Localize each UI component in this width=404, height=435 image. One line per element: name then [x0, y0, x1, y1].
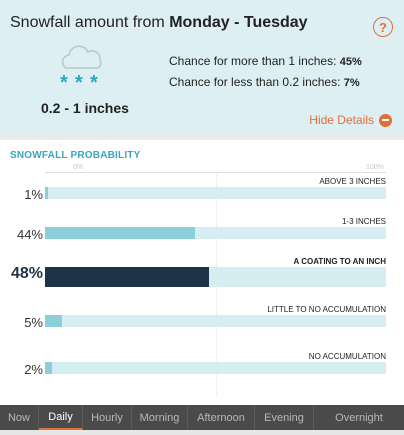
axis-line — [45, 172, 386, 173]
help-button[interactable]: ? — [373, 17, 393, 37]
chance-less-value: 7% — [343, 77, 360, 89]
summary-panel: Snowfall amount from Monday - Tuesday ? … — [0, 0, 404, 134]
hide-details-label: Hide Details — [309, 113, 374, 127]
bar-track — [45, 187, 386, 199]
page-title: Snowfall amount from Monday - Tuesday — [10, 14, 308, 32]
title-bold: Monday - Tuesday — [169, 14, 308, 31]
snowfall-range: 0.2 - 1 inches — [41, 100, 129, 116]
tab-now[interactable]: Now — [0, 405, 39, 430]
probability-row-highlight: A COATING TO AN INCH 48% — [0, 257, 404, 301]
bar-track — [45, 315, 386, 327]
bar-track — [45, 362, 386, 374]
probability-panel: SNOWFALL PROBABILITY 0% 100% ABOVE 3 INC… — [0, 140, 404, 405]
tab-hourly[interactable]: Hourly — [83, 405, 132, 430]
row-label: A COATING TO AN INCH — [293, 257, 386, 266]
bar-track — [45, 267, 386, 287]
title-prefix: Snowfall amount from — [10, 14, 170, 31]
period-tabs: Now Daily Hourly Morning Afternoon Eveni… — [0, 405, 404, 430]
bar-fill — [45, 187, 49, 199]
probability-row: LITTLE TO NO ACCUMULATION 5% — [0, 305, 404, 349]
bar-fill — [45, 315, 63, 327]
row-percent: 1% — [24, 187, 43, 202]
tab-morning[interactable]: Morning — [132, 405, 188, 430]
axis-max-label: 100% — [366, 164, 384, 171]
chance-less: Chance for less than 0.2 inches: 7% — [169, 75, 360, 89]
section-title: SNOWFALL PROBABILITY — [10, 150, 141, 161]
probability-row: NO ACCUMULATION 2% — [0, 352, 404, 396]
chance-more-value: 45% — [339, 56, 362, 68]
row-percent: 44% — [16, 227, 43, 242]
hide-details-button[interactable]: Hide Details — [309, 113, 392, 127]
probability-row: ABOVE 3 INCHES 1% — [0, 177, 404, 221]
bar-fill — [45, 362, 52, 374]
row-label: 1-3 INCHES — [341, 217, 386, 226]
tab-daily[interactable]: Daily — [39, 405, 83, 430]
svg-text:*: * — [60, 72, 68, 90]
tab-evening[interactable]: Evening — [255, 405, 314, 430]
tab-afternoon[interactable]: Afternoon — [188, 405, 255, 430]
chance-more: Chance for more than 1 inches: 45% — [169, 54, 362, 68]
chance-less-label: Chance for less than 0.2 inches: — [169, 75, 344, 89]
snow-cloud-icon: * * * — [60, 45, 102, 90]
minus-circle-icon — [379, 113, 392, 127]
row-label: ABOVE 3 INCHES — [319, 177, 386, 186]
bar-fill — [45, 267, 209, 287]
bar-fill — [45, 227, 196, 239]
tab-overnight[interactable]: Overnight — [335, 411, 383, 424]
bar-track — [45, 227, 386, 239]
section-divider — [0, 134, 404, 140]
row-label: LITTLE TO NO ACCUMULATION — [267, 305, 386, 314]
row-percent: 5% — [24, 315, 43, 330]
bottom-strip — [0, 430, 404, 435]
row-percent: 2% — [24, 362, 43, 377]
svg-text:*: * — [75, 72, 83, 90]
probability-row: 1-3 INCHES 44% — [0, 217, 404, 261]
chance-more-label: Chance for more than 1 inches: — [169, 54, 340, 68]
row-label: NO ACCUMULATION — [308, 352, 386, 361]
axis-min-label: 0% — [73, 164, 84, 171]
svg-text:*: * — [90, 72, 98, 90]
row-percent: 48% — [10, 265, 43, 282]
